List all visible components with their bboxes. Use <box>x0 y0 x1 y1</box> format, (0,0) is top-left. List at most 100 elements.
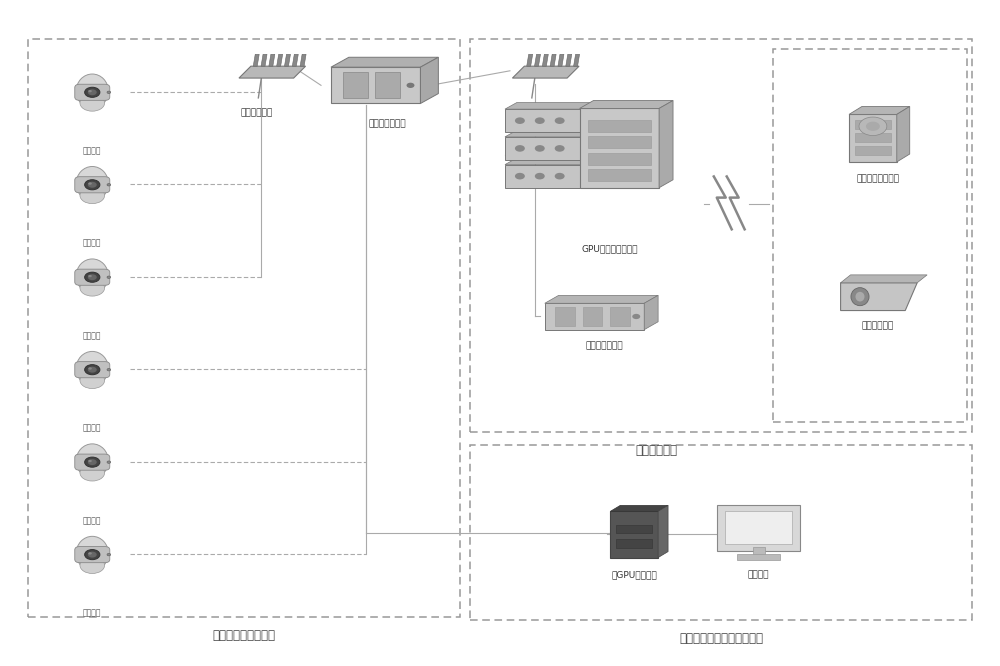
Circle shape <box>107 461 111 464</box>
Text: 红外球机: 红外球机 <box>83 238 102 248</box>
Circle shape <box>85 272 100 282</box>
Polygon shape <box>545 295 658 303</box>
Circle shape <box>88 459 97 465</box>
Circle shape <box>107 276 111 278</box>
Polygon shape <box>300 55 306 66</box>
FancyBboxPatch shape <box>343 73 368 98</box>
Polygon shape <box>505 158 596 165</box>
FancyBboxPatch shape <box>505 165 585 188</box>
FancyBboxPatch shape <box>505 109 585 133</box>
FancyBboxPatch shape <box>75 176 110 193</box>
Polygon shape <box>331 57 438 67</box>
Circle shape <box>85 180 100 190</box>
Ellipse shape <box>80 95 105 111</box>
Circle shape <box>107 91 111 93</box>
Text: 鸟类信息提示系统: 鸟类信息提示系统 <box>856 174 899 184</box>
Polygon shape <box>527 55 533 66</box>
FancyBboxPatch shape <box>849 115 897 162</box>
Circle shape <box>535 117 545 124</box>
Circle shape <box>107 553 111 556</box>
Circle shape <box>632 314 640 319</box>
FancyBboxPatch shape <box>75 454 110 470</box>
Polygon shape <box>574 55 580 66</box>
Circle shape <box>515 145 525 152</box>
Circle shape <box>555 117 565 124</box>
Polygon shape <box>420 57 438 103</box>
Polygon shape <box>284 55 290 66</box>
Circle shape <box>88 274 97 280</box>
FancyBboxPatch shape <box>855 133 891 142</box>
Polygon shape <box>261 55 267 66</box>
FancyBboxPatch shape <box>737 554 780 560</box>
Circle shape <box>107 184 111 186</box>
FancyBboxPatch shape <box>588 153 651 165</box>
Polygon shape <box>253 55 259 66</box>
Polygon shape <box>558 55 564 66</box>
Circle shape <box>555 145 565 152</box>
FancyBboxPatch shape <box>331 67 420 103</box>
Polygon shape <box>841 275 927 283</box>
Ellipse shape <box>80 187 105 204</box>
Ellipse shape <box>80 465 105 481</box>
Ellipse shape <box>76 74 108 108</box>
FancyBboxPatch shape <box>855 146 891 155</box>
Polygon shape <box>566 55 572 66</box>
Ellipse shape <box>76 259 108 293</box>
Text: 数据采集服务器: 数据采集服务器 <box>369 120 406 129</box>
Circle shape <box>88 552 92 555</box>
FancyBboxPatch shape <box>588 136 651 148</box>
Circle shape <box>88 460 92 462</box>
Polygon shape <box>644 295 658 330</box>
Polygon shape <box>585 103 596 133</box>
Ellipse shape <box>855 292 865 302</box>
FancyBboxPatch shape <box>580 109 659 188</box>
FancyBboxPatch shape <box>725 511 792 544</box>
Circle shape <box>535 173 545 179</box>
Circle shape <box>515 173 525 179</box>
FancyBboxPatch shape <box>855 120 891 129</box>
FancyBboxPatch shape <box>616 539 652 547</box>
Polygon shape <box>535 55 540 66</box>
FancyBboxPatch shape <box>555 306 575 326</box>
Text: 大数据及动态算法展示环境: 大数据及动态算法展示环境 <box>679 632 763 645</box>
Circle shape <box>88 182 97 188</box>
Polygon shape <box>512 66 579 78</box>
Text: 红外球机: 红外球机 <box>83 424 102 432</box>
Circle shape <box>407 83 414 88</box>
FancyBboxPatch shape <box>505 137 585 160</box>
Circle shape <box>85 365 100 375</box>
Circle shape <box>88 368 92 370</box>
Circle shape <box>88 182 92 184</box>
Circle shape <box>88 275 92 277</box>
Ellipse shape <box>76 536 108 571</box>
Circle shape <box>555 173 565 179</box>
Text: 红外球机: 红外球机 <box>83 331 102 340</box>
Ellipse shape <box>80 280 105 296</box>
Circle shape <box>88 367 97 373</box>
Text: 红外球机: 红外球机 <box>83 146 102 155</box>
FancyBboxPatch shape <box>717 505 800 551</box>
Ellipse shape <box>80 557 105 573</box>
FancyBboxPatch shape <box>753 547 765 556</box>
Polygon shape <box>505 103 596 109</box>
FancyBboxPatch shape <box>583 306 602 326</box>
Text: GPU识别服务器集群: GPU识别服务器集群 <box>581 244 638 253</box>
FancyBboxPatch shape <box>75 362 110 378</box>
Text: 云端算法集群: 云端算法集群 <box>635 444 677 457</box>
FancyBboxPatch shape <box>610 306 630 326</box>
Ellipse shape <box>80 372 105 388</box>
Circle shape <box>85 457 100 468</box>
Circle shape <box>107 368 111 371</box>
Polygon shape <box>277 55 283 66</box>
Ellipse shape <box>76 166 108 200</box>
Polygon shape <box>580 101 673 109</box>
FancyBboxPatch shape <box>75 84 110 101</box>
Polygon shape <box>239 66 306 78</box>
Text: 含GPU展示电脑: 含GPU展示电脑 <box>611 570 657 579</box>
Circle shape <box>866 122 880 131</box>
Circle shape <box>85 549 100 559</box>
Text: 红外球机: 红外球机 <box>83 516 102 525</box>
FancyBboxPatch shape <box>610 511 658 557</box>
Circle shape <box>88 89 97 95</box>
FancyBboxPatch shape <box>545 303 644 330</box>
